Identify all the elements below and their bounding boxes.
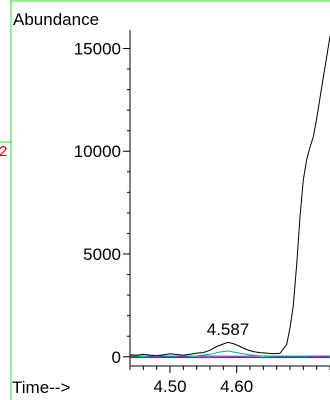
x-tick-label: 4.50 xyxy=(153,377,186,396)
y-tick-label: 5000 xyxy=(83,245,121,264)
peak-annotations: 4.587 xyxy=(207,320,250,339)
peak-label: 4.587 xyxy=(207,320,250,339)
y-tick-label: 0 xyxy=(112,348,121,367)
x-axis-ticks: 4.50 4.60 xyxy=(129,366,330,396)
y-tick-label: 10000 xyxy=(74,142,121,161)
y-axis-ticks: 0 5000 10000 15000 xyxy=(74,39,130,367)
y-axis-title: Abundance xyxy=(13,10,99,29)
x-tick-label: 4.60 xyxy=(220,377,253,396)
trace-line-2 xyxy=(129,350,330,358)
x-axis-title: Time--> xyxy=(12,378,70,397)
trace-line-0 xyxy=(129,36,330,357)
chromatogram-traces xyxy=(129,36,330,359)
side-marker-label: 2 xyxy=(0,143,7,160)
y-tick-label: 15000 xyxy=(74,39,121,58)
